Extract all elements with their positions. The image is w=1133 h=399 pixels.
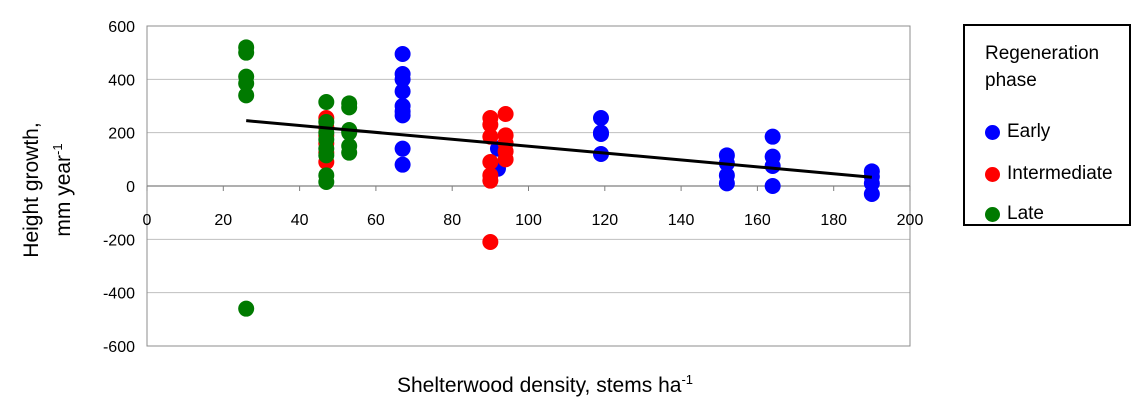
data-point-intermediate — [482, 116, 499, 133]
data-point-early — [394, 107, 411, 124]
x-tick-label: 180 — [820, 212, 847, 229]
legend-item-early: Early — [985, 120, 1050, 144]
data-point-early — [592, 126, 609, 142]
data-point-early — [863, 186, 880, 202]
data-point-late — [238, 75, 255, 92]
x-tick-label: 100 — [515, 212, 542, 229]
data-point-early — [394, 140, 411, 157]
y-tick-label: 200 — [108, 126, 135, 143]
legend: Regeneration phase Early Intermediate La… — [963, 24, 1131, 226]
x-tick-label: 80 — [443, 212, 461, 229]
data-point-intermediate — [482, 172, 499, 189]
y-tick-label: -400 — [103, 286, 135, 303]
x-tick-label: 120 — [591, 212, 618, 229]
x-tick-label: 20 — [214, 212, 232, 229]
trendline — [246, 119, 872, 179]
y-axis-label: Height growth, mm year-1 — [19, 122, 77, 257]
data-point-late — [341, 144, 358, 161]
x-tick-label: 40 — [291, 212, 309, 229]
legend-item-intermediate: Intermediate — [985, 162, 1113, 186]
data-point-late — [238, 44, 255, 61]
data-point-early — [394, 156, 411, 173]
data-point-late — [318, 174, 335, 190]
data-point-intermediate — [482, 154, 499, 170]
data-point-early — [764, 128, 781, 145]
data-point-early — [592, 110, 609, 126]
y-axis-label-line2: mm year — [52, 154, 75, 237]
x-tick-label: 160 — [744, 212, 771, 229]
x-tick-label: 0 — [143, 212, 152, 229]
data-point-late — [341, 99, 358, 116]
data-point-late — [318, 147, 335, 164]
data-point-late — [318, 94, 335, 110]
legend-label-early: Early — [1007, 121, 1051, 142]
x-axis-label-sup: -1 — [681, 372, 693, 387]
y-axis-label-sup: -1 — [50, 143, 65, 155]
data-point-late — [238, 87, 255, 104]
x-axis-label-text: Shelterwood density, stems ha — [397, 374, 682, 397]
legend-label-late: Late — [1007, 203, 1044, 224]
x-axis-label: Shelterwood density, stems ha-1 — [397, 372, 693, 398]
data-point-intermediate — [497, 151, 514, 168]
x-tick-label: 60 — [367, 212, 385, 229]
data-point-early — [394, 83, 411, 100]
y-axis-ticks: 600 400 200 0 -200 -400 -600 — [103, 19, 135, 356]
y-tick-label: 0 — [126, 179, 135, 196]
data-point-early — [764, 158, 781, 174]
legend-label-intermediate: Intermediate — [1007, 163, 1113, 184]
data-point-intermediate — [482, 128, 499, 145]
legend-marker-intermediate — [985, 166, 1000, 182]
y-tick-label: -600 — [103, 339, 135, 356]
legend-title: Regeneration phase — [985, 43, 1100, 91]
y-tick-label: -200 — [103, 232, 135, 249]
data-point-late — [238, 300, 255, 317]
x-tick-label: 200 — [897, 212, 924, 229]
legend-marker-late — [985, 206, 1000, 222]
data-point-early — [764, 178, 781, 194]
x-tick-label: 140 — [668, 212, 695, 229]
data-point-intermediate — [497, 106, 514, 122]
y-tick-label: 400 — [108, 72, 135, 89]
x-axis-ticks: 0 20 40 60 80 100 120 140 160 180 200 — [143, 186, 924, 229]
legend-item-late: Late — [985, 202, 1044, 226]
y-tick-label: 600 — [108, 19, 135, 36]
legend-marker-early — [985, 124, 1000, 140]
data-point-intermediate — [482, 234, 499, 250]
data-point-early — [394, 46, 411, 62]
data-point-early — [718, 175, 735, 192]
y-axis-label-line1: Height growth, — [20, 122, 43, 258]
data-points — [238, 39, 880, 317]
data-point-early — [394, 71, 411, 88]
